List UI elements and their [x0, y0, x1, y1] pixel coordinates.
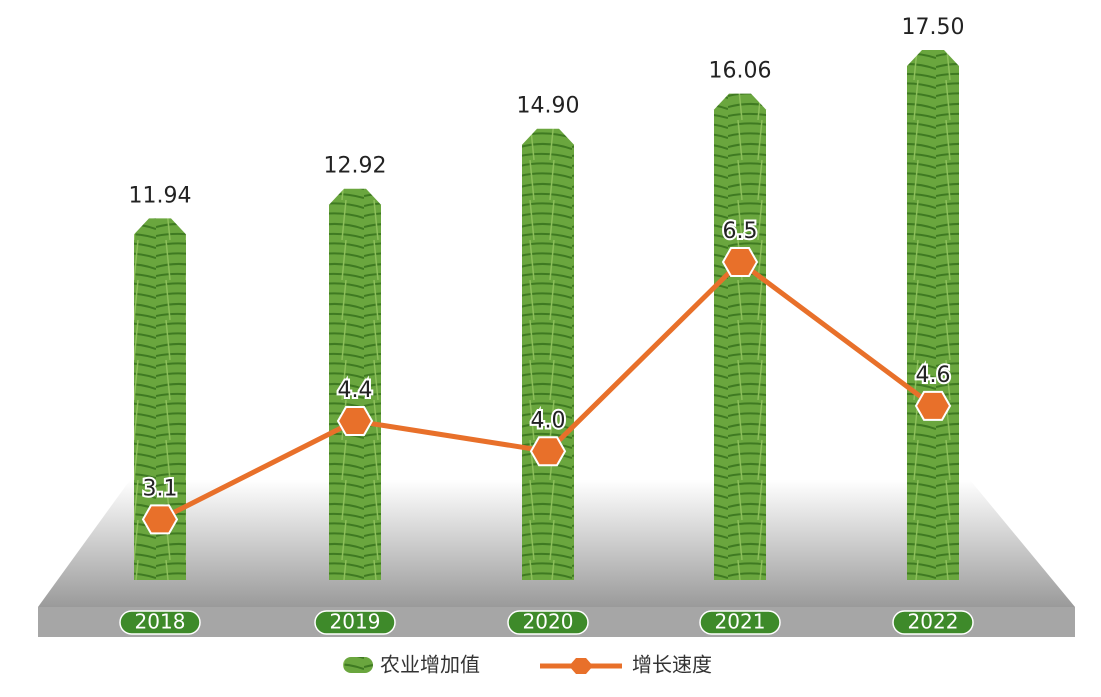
data-label: 4.6: [916, 363, 951, 388]
data-label: 14.90: [517, 94, 580, 119]
line-marker: [141, 504, 179, 535]
bar: [329, 188, 381, 581]
data-label: 4.4: [338, 378, 373, 403]
category-pill: [892, 610, 974, 635]
legend-marker: [569, 658, 593, 674]
data-label: 3.1: [143, 476, 178, 501]
data-label: 12.92: [324, 154, 387, 179]
bar: [134, 218, 186, 581]
category-pill: [699, 610, 781, 635]
x-tick-label: 2020: [523, 610, 574, 634]
legend: 农业增加值 增长速度: [343, 653, 712, 677]
line-marker: [914, 390, 952, 421]
x-tick-label: 2018: [135, 610, 186, 634]
x-tick-label: 2021: [715, 610, 766, 634]
data-label: 4.0: [531, 408, 566, 433]
legend-label: 增长速度: [632, 653, 712, 677]
x-tick-label: 2019: [330, 610, 381, 634]
data-label: 16.06: [709, 59, 772, 84]
data-label: 17.50: [902, 15, 965, 40]
line-marker: [721, 247, 759, 277]
data-label: 6.5: [723, 219, 758, 244]
bar: [714, 93, 766, 581]
category-pill: [507, 610, 589, 635]
bar: [522, 128, 574, 580]
legend-swatch: [343, 657, 373, 673]
category-pill: [119, 610, 201, 635]
category-pill: [314, 610, 396, 635]
legend-label: 农业增加值: [380, 653, 480, 677]
bar: [907, 50, 959, 580]
line-marker: [529, 436, 567, 467]
line-marker: [336, 406, 374, 436]
x-tick-label: 2022: [908, 610, 959, 634]
data-label: 11.94: [129, 183, 192, 208]
